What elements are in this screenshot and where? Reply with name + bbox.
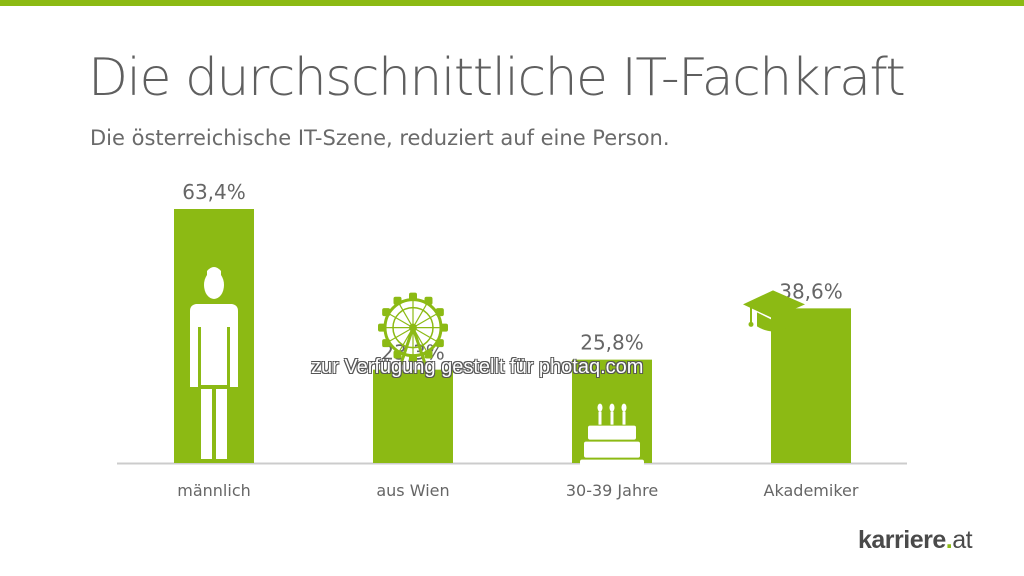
male-person-icon [190,267,238,459]
bar-4 [771,308,851,463]
category-label-2: aus Wien [376,481,449,500]
logo-dot: . [945,526,953,554]
value-label-3: 25,8% [580,331,644,355]
logo-name: karriere [858,526,946,554]
top-accent-bar [0,0,1024,6]
logo-tld: at [952,526,973,554]
chart-title: Die durchschnittliche IT-Fachkraft [88,48,906,108]
birthday-cake-icon [580,403,644,466]
brand-logo: karriere.at [858,526,973,554]
watermark-text: zur Verfügung gestellt für photaq.com [311,356,644,378]
category-label-4: Akademiker [764,481,859,500]
category-label-3: 30-39 Jahre [566,481,658,500]
category-label-1: männlich [177,481,251,500]
chart-subtitle: Die österreichische IT-Szene, reduziert … [90,126,670,150]
bar-2 [373,369,453,463]
ferris-wheel-icon [378,292,448,371]
value-label-1: 63,4% [182,180,246,204]
graduation-cap-icon [743,290,805,332]
